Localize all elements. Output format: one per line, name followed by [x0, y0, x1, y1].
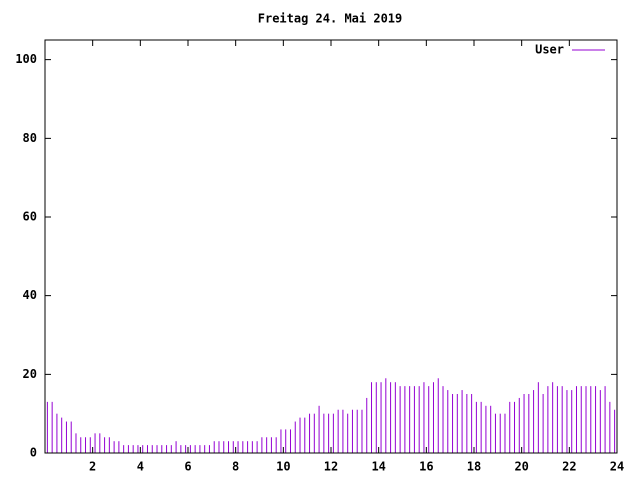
- x-tick-label: 2: [89, 460, 96, 474]
- y-tick-label: 100: [15, 52, 37, 66]
- x-tick-label: 4: [137, 460, 144, 474]
- x-tick-label: 8: [232, 460, 239, 474]
- chart-title: Freitag 24. Mai 2019: [258, 12, 403, 26]
- y-tick-label: 80: [23, 131, 37, 145]
- legend-label: User: [535, 43, 564, 57]
- x-tick-label: 20: [514, 460, 528, 474]
- x-tick-label: 16: [419, 460, 433, 474]
- x-tick-label: 24: [610, 460, 624, 474]
- plot-frame: [44, 39, 618, 454]
- x-tick-label: 14: [371, 460, 385, 474]
- x-tick-label: 10: [276, 460, 290, 474]
- x-tick-label: 12: [324, 460, 338, 474]
- x-tick-label: 18: [467, 460, 481, 474]
- y-tick-label: 40: [23, 288, 37, 302]
- x-tick-label: 6: [184, 460, 191, 474]
- y-tick-label: 20: [23, 367, 37, 381]
- x-tick-label: 22: [562, 460, 576, 474]
- y-tick-label: 60: [23, 210, 37, 224]
- y-tick-label: 0: [30, 446, 37, 460]
